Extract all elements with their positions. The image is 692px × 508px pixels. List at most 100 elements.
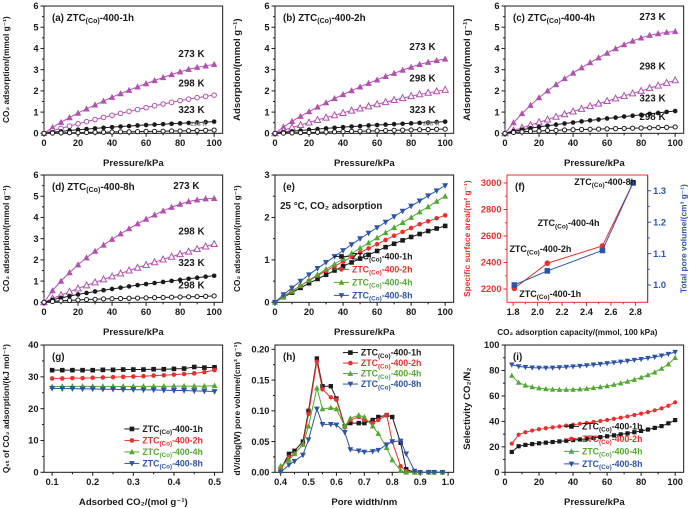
- y-axis: 0 1 2 3 4 5 6 CO₂ adsorption/(mmol g⁻¹): [1, 1, 44, 139]
- x-axis: 0 20 40 60 80 100 Pressure/kPa: [272, 133, 453, 169]
- annotation: 298 K: [409, 73, 435, 84]
- panel-c-chart: 0 20 40 60 80 100 Pressure/kPa 0 1 2 3 4 5 6 Adsorptio…: [462, 1, 685, 169]
- svg-text:273 K: 273 K: [173, 181, 199, 192]
- svg-text:(f): (f): [515, 182, 525, 193]
- svg-text:40: 40: [568, 138, 578, 148]
- plot-frame: [506, 174, 649, 304]
- svg-text:0: 0: [33, 467, 38, 477]
- annotation: 25 °C, CO₂ adsorption: [280, 201, 382, 212]
- annotation: 323 K: [640, 93, 666, 104]
- svg-text:1.0: 1.0: [441, 476, 454, 486]
- svg-text:1.0: 1.0: [654, 281, 667, 291]
- svg-text:80: 80: [406, 138, 416, 148]
- svg-text:Adsorption/(mmol g⁻¹): Adsorption/(mmol g⁻¹): [232, 18, 243, 120]
- svg-text:2: 2: [264, 86, 269, 96]
- series-Total pore volume: [511, 180, 637, 289]
- svg-text:3: 3: [264, 171, 269, 181]
- panel-d: 0 20 40 60 80 100 Pressure/kPa 0 1 2 3 4 5 6 CO₂ adsor…: [0, 169, 231, 338]
- svg-text:20: 20: [73, 307, 83, 317]
- annotation: 298 K: [178, 227, 204, 238]
- svg-text:Selectivity CO₂/N₂: Selectivity CO₂/N₂: [462, 367, 473, 450]
- svg-text:Pressure/kPa: Pressure/kPa: [564, 158, 625, 169]
- svg-text:40: 40: [568, 476, 578, 486]
- series-ZTC(Co)-400-8h: [509, 349, 679, 371]
- svg-text:60: 60: [141, 138, 151, 148]
- panel-g-chart: 0.1 0.2 0.3 0.4 0.5 Adsorbed CO₂/(mol g⁻¹) 0 10…: [1, 340, 224, 507]
- svg-text:0: 0: [33, 298, 38, 308]
- svg-text:2200: 2200: [481, 285, 502, 295]
- svg-text:40: 40: [338, 307, 348, 317]
- panel-e: 0 20 40 60 80 100 Pressure/kPa 0 1 2 3 CO₂ adsorpti…: [231, 169, 462, 338]
- svg-text:80: 80: [406, 307, 416, 317]
- svg-text:2: 2: [33, 255, 38, 265]
- svg-text:CO₂ adsorption/(mmol g⁻¹): CO₂ adsorption/(mmol g⁻¹): [1, 16, 11, 123]
- panel-i-chart: 0 20 40 60 80 100 Pressure/kPa 0 20 40 60 80 100 Sele…: [462, 340, 685, 507]
- svg-text:2: 2: [495, 86, 500, 96]
- svg-text:(a) ZTC(Co)-400-1h: (a) ZTC(Co)-400-1h: [52, 13, 134, 25]
- svg-text:1.3: 1.3: [654, 186, 667, 196]
- svg-text:(i): (i): [513, 352, 522, 363]
- series-323K: [41, 119, 217, 136]
- svg-text:2.2: 2.2: [556, 307, 569, 317]
- svg-text:0.1: 0.1: [46, 476, 59, 486]
- annotation: 323 K: [178, 258, 204, 269]
- svg-text:80: 80: [489, 365, 499, 375]
- svg-text:1: 1: [33, 107, 38, 117]
- series-ZTC(Co)-400-2h: [49, 367, 217, 381]
- svg-text:ZTC(Co)-400-8h: ZTC(Co)-400-8h: [582, 459, 642, 471]
- series-ZTC(Co)-400-8h: [271, 183, 448, 306]
- y2-axis: 1.0 1.1 1.2 1.3 Total pore volume/(cm³ g⁻¹): [648, 184, 689, 293]
- svg-text:100: 100: [484, 340, 500, 350]
- svg-text:30: 30: [28, 372, 38, 382]
- x-axis: 0 20 40 60 80 100 Pressure/kPa: [503, 133, 683, 169]
- svg-text:3000: 3000: [481, 179, 502, 189]
- svg-text:2800: 2800: [481, 205, 502, 215]
- panel-title: (c) ZTC(Co)-400-4h: [513, 13, 595, 25]
- svg-text:ZTC(Co)-400-8h: ZTC(Co)-400-8h: [352, 291, 412, 303]
- svg-text:0: 0: [33, 129, 38, 139]
- svg-text:2.0: 2.0: [531, 307, 544, 317]
- svg-text:0.05: 0.05: [251, 436, 269, 446]
- svg-text:298 K: 298 K: [640, 62, 666, 73]
- svg-text:100: 100: [206, 307, 222, 317]
- panel-title: (e): [283, 182, 295, 193]
- panel-f: 1.8 2.0 2.2 2.4 2.6 2.8 CO₂ adsorption capacit…: [461, 169, 692, 338]
- svg-text:0: 0: [503, 476, 508, 486]
- svg-text:(d) ZTC(Co)-400-8h: (d) ZTC(Co)-400-8h: [52, 182, 135, 194]
- svg-text:100: 100: [206, 138, 222, 148]
- svg-text:ZTC(Co)-400-2h: ZTC(Co)-400-2h: [582, 434, 642, 446]
- svg-text:0.4: 0.4: [274, 476, 288, 486]
- svg-text:1.1: 1.1: [654, 249, 667, 259]
- series-ZTC(Co)-400-1h: [510, 417, 678, 454]
- legend: ZTC(Co)-400-1hZTC(Co)-400-2hZTC(Co)-400-…: [564, 421, 643, 471]
- svg-text:ZTC(Co)-400-1h: ZTC(Co)-400-1h: [142, 424, 202, 436]
- panel-title: (a) ZTC(Co)-400-1h: [52, 13, 134, 25]
- svg-text:ZTC(Co)-400-8h: ZTC(Co)-400-8h: [575, 177, 637, 189]
- svg-text:CO₂ adsorption capacity/(mmol,: CO₂ adsorption capacity/(mmol, 100 kPa): [498, 328, 658, 337]
- svg-text:323 K: 323 K: [178, 105, 204, 116]
- svg-text:6: 6: [33, 1, 38, 11]
- svg-text:25 °C, CO₂ adsorption: 25 °C, CO₂ adsorption: [280, 201, 382, 212]
- svg-text:Total pore volume/(cm³ g⁻¹): Total pore volume/(cm³ g⁻¹): [679, 184, 689, 293]
- svg-text:(g): (g): [52, 352, 65, 363]
- svg-text:1: 1: [264, 255, 269, 265]
- svg-text:4: 4: [495, 44, 501, 54]
- x-axis: 0 20 40 60 80 100 Pressure/kPa: [272, 302, 453, 338]
- y-axis: 2200 2400 2600 2800 3000 Specific surface are…: [462, 179, 508, 297]
- svg-text:0: 0: [495, 467, 500, 477]
- svg-text:40: 40: [489, 416, 499, 426]
- svg-text:40: 40: [338, 138, 348, 148]
- svg-text:ZTC(Co)-400-8h: ZTC(Co)-400-8h: [142, 458, 202, 470]
- svg-text:60: 60: [372, 307, 382, 317]
- annotation: 298 K: [640, 112, 666, 123]
- svg-text:0.8: 0.8: [385, 476, 398, 486]
- svg-text:ZTC(Co)-400-2h: ZTC(Co)-400-2h: [361, 358, 421, 370]
- panel-d-chart: 0 20 40 60 80 100 Pressure/kPa 0 1 2 3 4 5 6 CO₂ adsor…: [1, 171, 224, 338]
- svg-text:298 K: 298 K: [409, 73, 435, 84]
- svg-text:1: 1: [495, 107, 500, 117]
- svg-text:2.8: 2.8: [629, 307, 642, 317]
- panel-title: (b) ZTC(Co)-400-2h: [283, 13, 366, 25]
- annotation: ZTC(Co)-400-4h: [538, 218, 600, 230]
- svg-text:20: 20: [534, 476, 544, 486]
